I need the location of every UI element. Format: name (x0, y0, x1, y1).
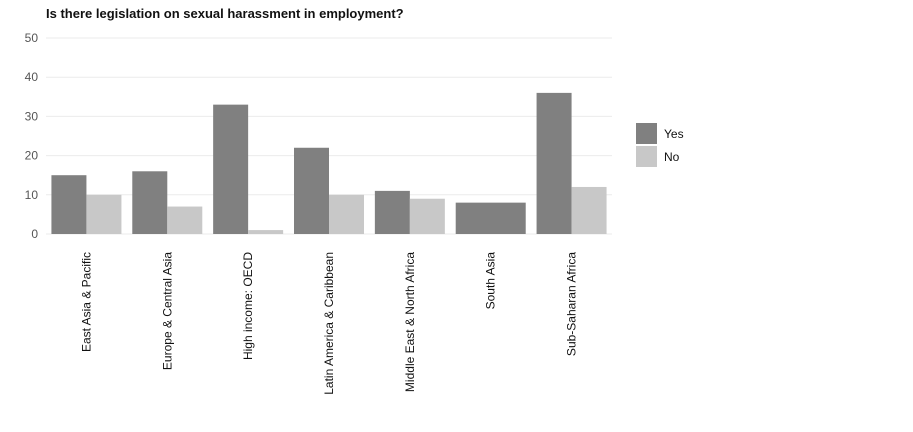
x-tick-label: High income: OECD (241, 252, 255, 360)
bar-yes (374, 190, 410, 234)
legend-swatch-yes (636, 123, 657, 144)
legend: Yes No (636, 123, 684, 167)
y-tick-label: 0 (31, 227, 38, 241)
bar-no (248, 230, 284, 234)
y-tick-label: 40 (25, 70, 39, 84)
y-tick-label: 30 (25, 109, 39, 123)
bar-yes (455, 202, 526, 234)
bar-yes (51, 175, 87, 234)
bar-yes (536, 92, 572, 234)
y-tick-label: 20 (25, 149, 39, 163)
bar-no (329, 194, 364, 234)
x-tick-label: Europe & Central Asia (160, 252, 174, 370)
chart-title: Is there legislation on sexual harassmen… (46, 6, 404, 21)
bar-no (86, 194, 122, 234)
bar-yes (294, 147, 329, 234)
y-tick-label: 50 (25, 31, 39, 45)
x-tick-label: South Asia (484, 252, 498, 310)
legend-label: No (664, 150, 680, 164)
x-tick-label: Middle East & North Africa (403, 252, 417, 392)
bars (51, 92, 607, 234)
bar-no (409, 198, 445, 234)
legend-swatch-no (636, 146, 657, 167)
x-tick-label: East Asia & Pacific (79, 252, 93, 352)
bar-yes (132, 171, 168, 234)
y-axis: 0 10 20 30 40 50 (25, 31, 39, 241)
y-tick-label: 10 (25, 188, 39, 202)
x-tick-label: Latin America & Caribbean (322, 252, 336, 395)
bar-yes (213, 104, 249, 234)
x-axis: East Asia & Pacific Europe & Central Asia… (79, 252, 578, 395)
legend-label: Yes (664, 127, 684, 141)
x-tick-label: Sub-Saharan Africa (565, 252, 579, 356)
bar-no (571, 186, 607, 234)
bar-no (167, 206, 203, 234)
